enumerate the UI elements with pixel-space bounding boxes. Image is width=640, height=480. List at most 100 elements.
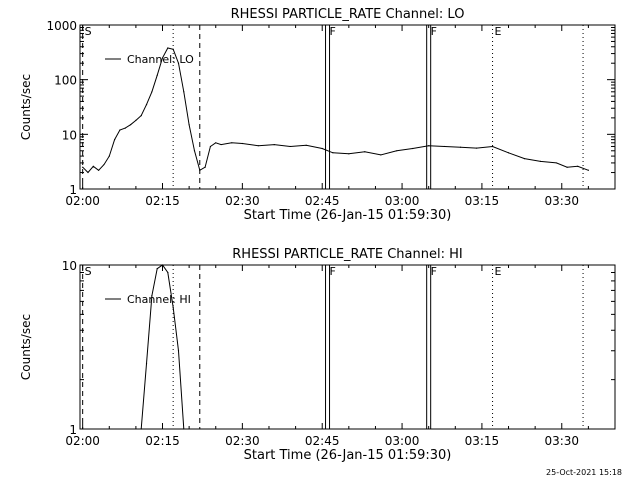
x-tick-label: 03:00 xyxy=(385,434,420,448)
chart-title: RHESSI PARTICLE_RATE Channel: HI xyxy=(232,247,462,262)
x-tick-label: 02:45 xyxy=(305,434,340,448)
data-point xyxy=(412,147,414,150)
y-axis-label: Counts/sec xyxy=(19,314,33,380)
event-marker-label: F xyxy=(330,265,336,278)
data-point xyxy=(82,166,84,168)
data-point xyxy=(475,147,478,149)
chart-title: RHESSI PARTICLE_RATE Channel: LO xyxy=(231,7,465,22)
y-tick-label: 1 xyxy=(69,423,77,437)
data-point xyxy=(167,47,169,49)
y-tick-label: 10 xyxy=(62,259,77,273)
x-tick-label: 02:00 xyxy=(65,194,100,208)
x-tick-label: 03:15 xyxy=(465,194,500,208)
data-point xyxy=(491,145,494,148)
data-point xyxy=(108,155,110,157)
data-point xyxy=(129,124,132,126)
data-point xyxy=(183,428,185,430)
date-stamp: 25-Oct-2021 15:18 xyxy=(546,468,622,477)
y-tick-label: 1000 xyxy=(46,19,77,33)
data-point xyxy=(321,147,323,150)
x-axis-label: Start Time (26-Jan-15 01:59:30) xyxy=(244,208,452,223)
data-point xyxy=(177,62,180,64)
plot-frame xyxy=(79,264,616,430)
event-marker-label: E xyxy=(495,25,502,38)
data-point xyxy=(114,139,116,141)
x-tick-label: 03:30 xyxy=(544,194,579,208)
x-tick-label: 02:30 xyxy=(225,434,260,448)
data-point xyxy=(539,160,542,162)
x-tick-label: 02:00 xyxy=(65,434,100,448)
x-tick-label: 02:15 xyxy=(145,434,180,448)
data-point xyxy=(273,143,275,146)
data-point xyxy=(332,152,334,154)
data-point xyxy=(348,153,350,155)
legend-label: Channel: LO xyxy=(127,53,194,66)
series-line xyxy=(82,47,589,174)
data-point xyxy=(199,169,201,171)
data-point xyxy=(241,142,243,145)
event-marker-label: S xyxy=(85,265,92,278)
legend-label: Channel: HI xyxy=(127,293,191,306)
data-point xyxy=(156,268,158,270)
y-axis-label: Counts/sec xyxy=(19,74,33,140)
data-point xyxy=(444,145,446,148)
data-point xyxy=(193,150,196,152)
data-point xyxy=(215,142,217,144)
data-point xyxy=(428,145,430,147)
data-point xyxy=(364,151,366,153)
data-point xyxy=(161,57,164,59)
data-point xyxy=(523,157,526,160)
data-point xyxy=(145,363,148,365)
data-point xyxy=(231,142,233,144)
x-tick-label: 03:30 xyxy=(544,434,579,448)
data-point xyxy=(151,91,153,93)
data-point xyxy=(577,165,579,167)
data-point xyxy=(145,103,148,106)
data-point xyxy=(172,306,174,309)
series-line xyxy=(140,264,185,430)
data-point xyxy=(460,146,462,148)
x-axis-label: Start Time (26-Jan-15 01:59:30) xyxy=(244,448,452,463)
data-point xyxy=(124,127,126,129)
data-point xyxy=(135,119,137,121)
data-point xyxy=(220,143,222,146)
data-point xyxy=(183,91,185,93)
y-tick-label: 1 xyxy=(69,183,77,197)
data-point xyxy=(396,150,398,152)
y-tick-label: 10 xyxy=(62,128,77,142)
y-tick-label: 100 xyxy=(54,74,77,88)
data-point xyxy=(209,145,212,148)
event-marker-label: F xyxy=(431,265,437,278)
x-tick-label: 03:15 xyxy=(465,434,500,448)
data-point xyxy=(555,162,558,164)
data-point xyxy=(98,169,100,171)
data-point xyxy=(380,154,382,156)
x-tick-label: 02:30 xyxy=(225,194,260,208)
event-marker-label: S xyxy=(85,25,92,38)
data-point xyxy=(257,145,259,147)
data-point xyxy=(167,271,169,274)
event-marker-label: E xyxy=(495,265,502,278)
data-point xyxy=(140,115,142,117)
event-marker-label: F xyxy=(330,25,336,38)
data-point xyxy=(156,74,158,76)
data-point xyxy=(172,48,174,50)
data-point xyxy=(119,129,121,131)
data-point xyxy=(305,144,307,146)
event-marker-label: F xyxy=(431,25,437,38)
x-tick-label: 03:00 xyxy=(385,194,420,208)
data-point xyxy=(204,166,206,168)
x-tick-label: 02:15 xyxy=(145,194,180,208)
data-point xyxy=(188,124,190,126)
data-point xyxy=(151,295,153,297)
plot-frame xyxy=(79,24,616,190)
data-point xyxy=(289,145,291,148)
data-point xyxy=(566,166,568,168)
data-point xyxy=(103,163,105,166)
x-tick-label: 02:45 xyxy=(305,194,340,208)
data-point xyxy=(587,169,589,171)
hi-channel-panel: RHESSI PARTICLE_RATE Channel: HI 02:00 02:… xyxy=(19,247,616,463)
data-point xyxy=(140,428,142,430)
data-point xyxy=(92,165,94,167)
